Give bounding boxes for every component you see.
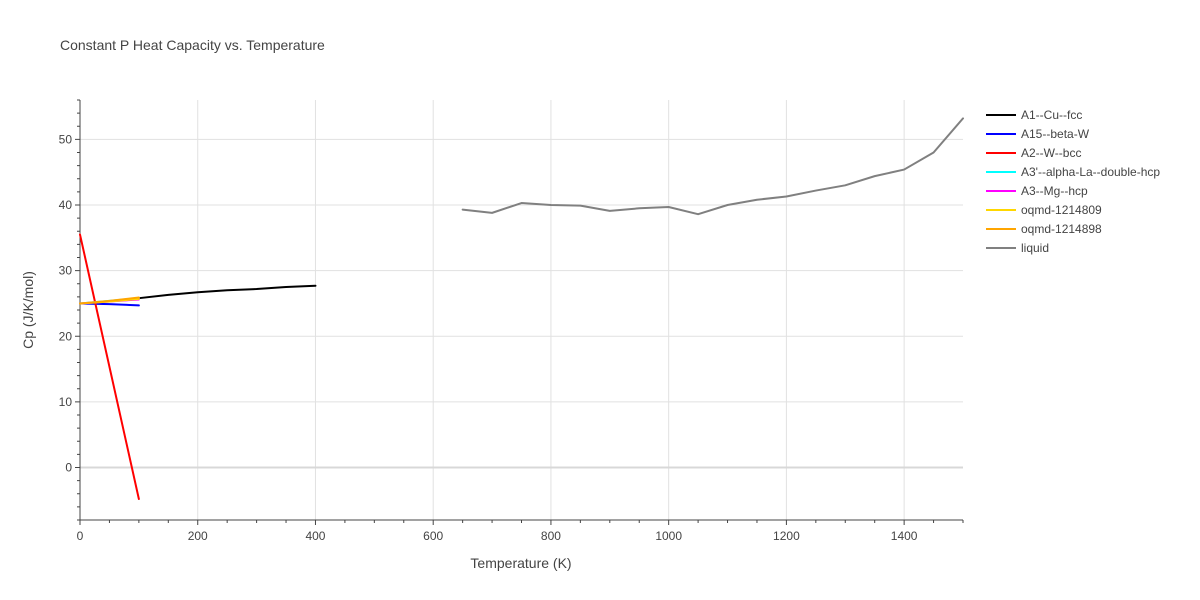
x-tick-label: 600 [423,529,443,543]
series-line-a2-w-bcc [79,233,140,500]
series-line-a1-cu-fcc [137,284,317,300]
legend[interactable]: A1--Cu--fcc A15--beta-W A2--W--bcc A3'--alp… [986,108,1160,255]
legend-label: A1--Cu--fcc [1021,108,1082,122]
x-tick-label: 800 [541,529,561,543]
x-tick-label: 1000 [655,529,682,543]
legend-label: liquid [1021,241,1049,255]
x-tick-label: 1400 [891,529,918,543]
series-line-liquid [461,117,964,216]
y-axis-title: Cp (J/K/mol) [20,271,36,349]
legend-label: A3'--alpha-La--double-hcp [1021,165,1160,179]
legend-label: A3--Mg--hcp [1021,184,1088,198]
y-tick-label: 50 [59,132,73,146]
legend-label: A2--W--bcc [1021,146,1081,160]
legend-label: oqmd-1214809 [1021,203,1102,217]
x-tick-label: 400 [305,529,325,543]
series-layer [79,117,964,500]
legend-item[interactable]: A3'--alpha-La--double-hcp [986,165,1160,179]
legend-item[interactable]: liquid [986,241,1049,255]
y-tick-label: 40 [59,198,73,212]
y-tick-label: 10 [59,395,73,409]
legend-label: oqmd-1214898 [1021,222,1102,236]
legend-item[interactable]: A3--Mg--hcp [986,184,1088,198]
series-line-oqmd-1214898 [79,296,140,305]
legend-label: A15--beta-W [1021,127,1090,141]
grid-layer [80,100,963,520]
axes-layer: 0 200 400 600 800 1000 1200 1400 0 10 20 30 40 50 [59,99,964,543]
y-tick-label: 0 [65,461,72,475]
legend-item[interactable]: A1--Cu--fcc [986,108,1082,122]
x-axis-title: Temperature (K) [470,555,571,571]
legend-item[interactable]: A2--W--bcc [986,146,1081,160]
x-tick-label: 1200 [773,529,800,543]
x-tick-label: 0 [77,529,84,543]
legend-item[interactable]: oqmd-1214809 [986,203,1102,217]
y-tick-label: 20 [59,329,73,343]
y-tick-label: 30 [59,264,73,278]
legend-item[interactable]: A15--beta-W [986,127,1090,141]
chart-title: Constant P Heat Capacity vs. Temperature [60,37,325,53]
legend-item[interactable]: oqmd-1214898 [986,222,1102,236]
x-tick-label: 200 [188,529,208,543]
